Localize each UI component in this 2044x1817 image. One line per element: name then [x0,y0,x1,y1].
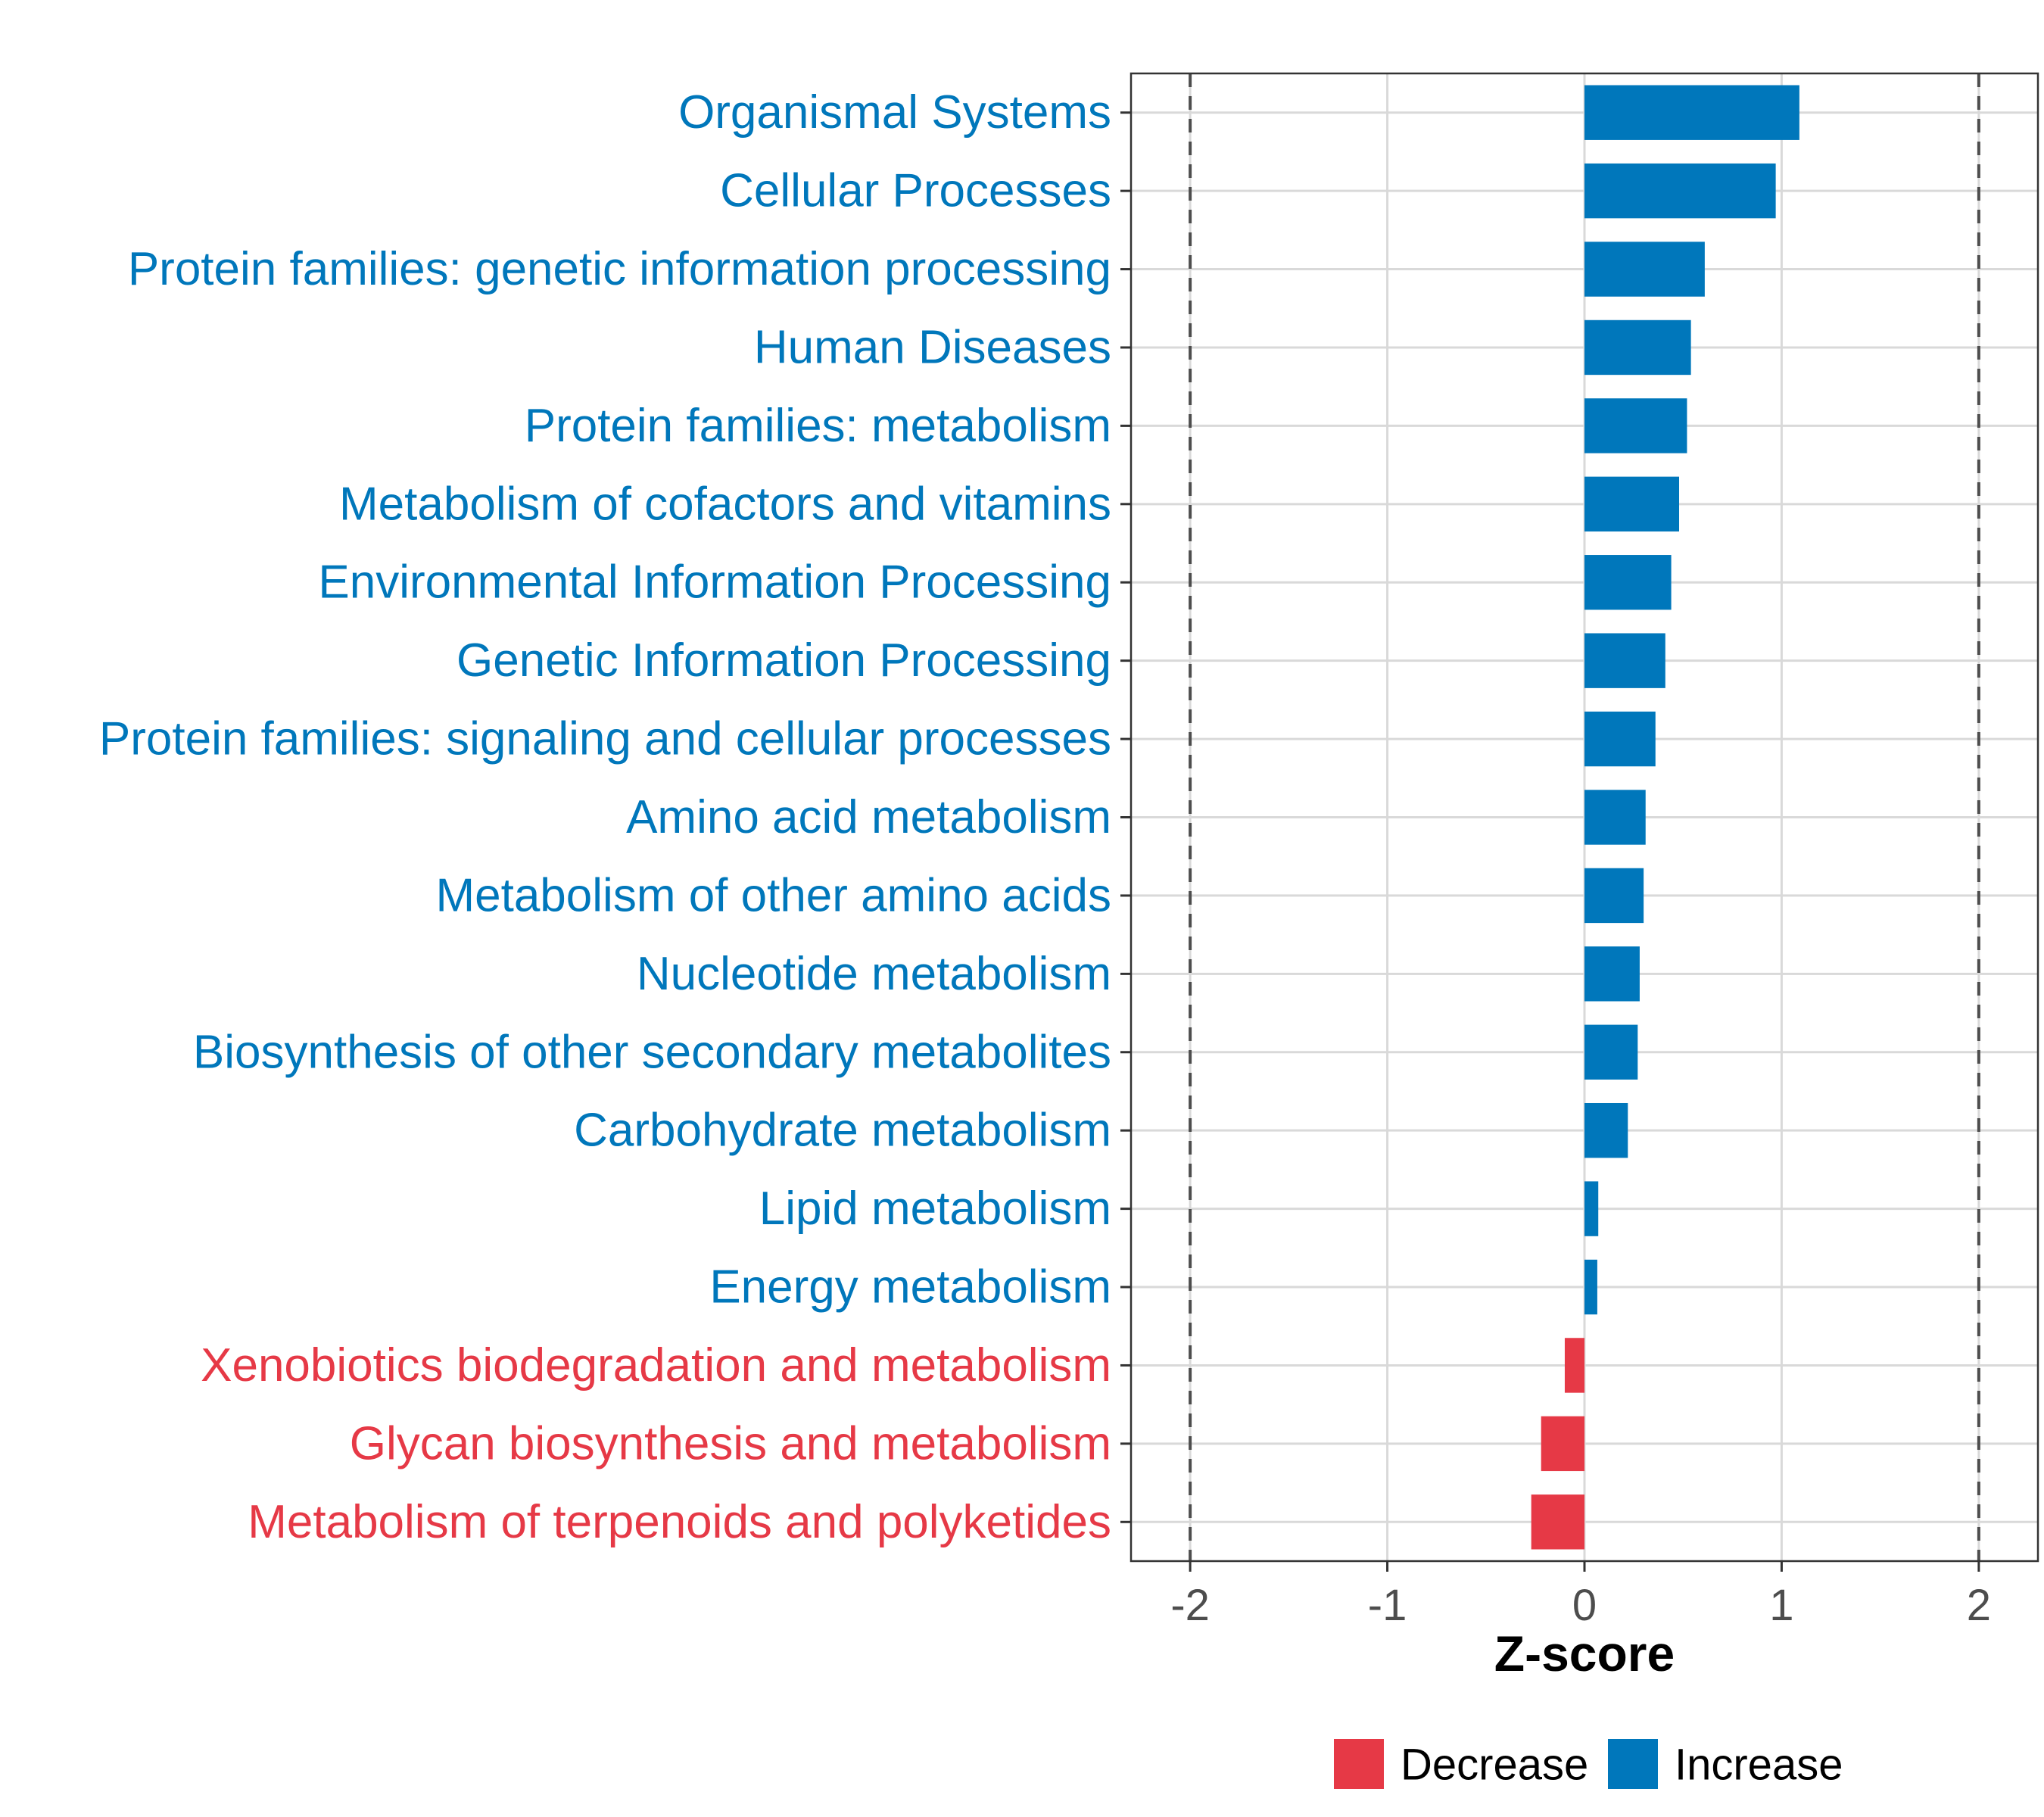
category-label: Genetic Information Processing [456,634,1111,687]
legend-key-decrease [1334,1739,1384,1789]
category-label: Energy metabolism [709,1261,1111,1314]
bar [1584,868,1644,924]
legend: Decrease Increase [1334,1739,1843,1790]
bar [1584,319,1691,376]
category-label: Metabolism of other amino acids [435,869,1111,921]
category-label: Metabolism of cofactors and vitamins [339,478,1111,530]
category-label: Protein families: genetic information pr… [128,243,1111,295]
category-label: Protein families: signaling and cellular… [99,713,1111,765]
bar [1584,398,1687,453]
bar [1531,1494,1584,1550]
bars [1531,85,1799,1550]
y-axis-ticks [1120,111,1131,1523]
x-axis-title: Z-score [1494,1625,1675,1681]
bar [1584,1259,1597,1315]
category-label: Human Diseases [754,321,1111,373]
category-label: Metabolism of terpenoids and polyketides [248,1496,1111,1548]
bar [1584,242,1705,297]
bar [1564,1338,1584,1393]
legend-label-increase: Increase [1675,1741,1843,1790]
category-label: Amino acid metabolism [626,791,1111,843]
x-axis-ticks [1189,1561,1980,1572]
category-label: Biosynthesis of other secondary metaboli… [193,1026,1111,1078]
category-label: Glycan biosynthesis and metabolism [350,1417,1111,1469]
category-label: Lipid metabolism [759,1183,1111,1235]
bar [1584,476,1680,532]
x-tick-label: 0 [1572,1581,1597,1630]
reference-lines [1189,73,1980,1561]
bar [1584,711,1656,767]
category-label: Xenobiotics biodegradation and metabolis… [201,1339,1111,1392]
bar [1584,1102,1628,1158]
bar [1584,633,1665,688]
bar [1584,1024,1638,1080]
category-label: Nucleotide metabolism [637,948,1111,1000]
x-tick-label: -1 [1368,1581,1407,1630]
category-labels: Organismal Systems Cellular Processes Prot… [99,86,1111,1548]
x-tick-label: -2 [1170,1581,1210,1630]
bar [1584,946,1640,1002]
category-label: Environmental Information Processing [318,556,1111,609]
category-label: Cellular Processes [720,165,1111,217]
bar [1584,790,1646,845]
bar [1584,163,1776,219]
bar [1541,1416,1584,1472]
bar [1584,555,1672,610]
category-label: Organismal Systems [678,86,1111,139]
x-tick-labels: -2 -1 0 1 2 [1170,1581,1991,1630]
category-label: Carbohydrate metabolism [574,1105,1111,1157]
legend-key-increase [1608,1739,1658,1789]
legend-label-decrease: Decrease [1401,1741,1588,1790]
x-tick-label: 2 [1967,1581,1991,1630]
x-tick-label: 1 [1769,1581,1793,1630]
category-label: Protein families: metabolism [525,400,1111,452]
bar [1584,85,1799,140]
bar [1584,1181,1599,1236]
